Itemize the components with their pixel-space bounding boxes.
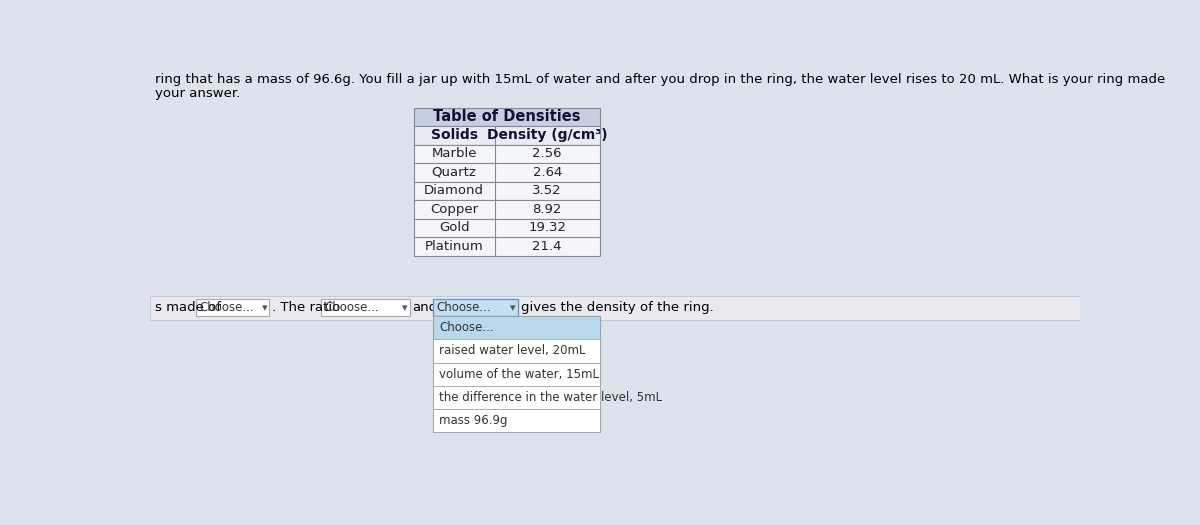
Text: Choose...: Choose... <box>439 321 493 334</box>
Text: ▾: ▾ <box>262 303 268 313</box>
FancyBboxPatch shape <box>414 126 600 144</box>
Text: Solids: Solids <box>431 129 478 142</box>
Text: your answer.: your answer. <box>156 87 241 100</box>
FancyBboxPatch shape <box>414 200 600 218</box>
Text: mass 96.9g: mass 96.9g <box>439 414 508 427</box>
Text: 3.52: 3.52 <box>533 184 562 197</box>
FancyBboxPatch shape <box>196 299 269 317</box>
Text: Copper: Copper <box>430 203 479 216</box>
Text: Density (g/cm³): Density (g/cm³) <box>487 129 607 142</box>
FancyBboxPatch shape <box>433 299 518 317</box>
Text: 21.4: 21.4 <box>533 240 562 253</box>
FancyBboxPatch shape <box>433 317 600 340</box>
Text: and: and <box>413 301 438 314</box>
FancyBboxPatch shape <box>414 163 600 182</box>
Text: Marble: Marble <box>432 148 476 160</box>
FancyBboxPatch shape <box>150 296 1080 320</box>
FancyBboxPatch shape <box>433 363 600 386</box>
Text: ▾: ▾ <box>402 303 408 313</box>
FancyBboxPatch shape <box>433 317 600 432</box>
FancyBboxPatch shape <box>414 237 600 256</box>
FancyBboxPatch shape <box>414 182 600 200</box>
Text: Choose...: Choose... <box>437 301 491 314</box>
FancyBboxPatch shape <box>320 299 409 317</box>
Text: Quartz: Quartz <box>432 166 476 179</box>
Text: the difference in the water level, 5mL: the difference in the water level, 5mL <box>439 391 662 404</box>
Text: gives the density of the ring.: gives the density of the ring. <box>521 301 714 314</box>
FancyBboxPatch shape <box>414 108 600 126</box>
Text: ring that has a mass of 96.6g. You fill a jar up with 15mL of water and after yo: ring that has a mass of 96.6g. You fill … <box>156 74 1165 87</box>
Text: s made of: s made of <box>156 301 222 314</box>
FancyBboxPatch shape <box>433 409 600 432</box>
Text: Choose...: Choose... <box>199 301 254 314</box>
Text: raised water level, 20mL: raised water level, 20mL <box>439 344 586 358</box>
FancyBboxPatch shape <box>433 340 600 363</box>
Text: 19.32: 19.32 <box>528 221 566 234</box>
Text: Platinum: Platinum <box>425 240 484 253</box>
Text: 2.64: 2.64 <box>533 166 562 179</box>
Text: Choose...: Choose... <box>324 301 379 314</box>
Text: Gold: Gold <box>439 221 469 234</box>
FancyBboxPatch shape <box>150 63 1080 106</box>
Text: Diamond: Diamond <box>424 184 484 197</box>
Text: 2.56: 2.56 <box>533 148 562 160</box>
Text: . The ratio: . The ratio <box>272 301 341 314</box>
Text: Table of Densities: Table of Densities <box>433 109 581 124</box>
Text: ▾: ▾ <box>510 303 516 313</box>
Text: 8.92: 8.92 <box>533 203 562 216</box>
FancyBboxPatch shape <box>414 144 600 163</box>
FancyBboxPatch shape <box>433 386 600 409</box>
FancyBboxPatch shape <box>414 218 600 237</box>
Text: volume of the water, 15mL: volume of the water, 15mL <box>439 368 599 381</box>
